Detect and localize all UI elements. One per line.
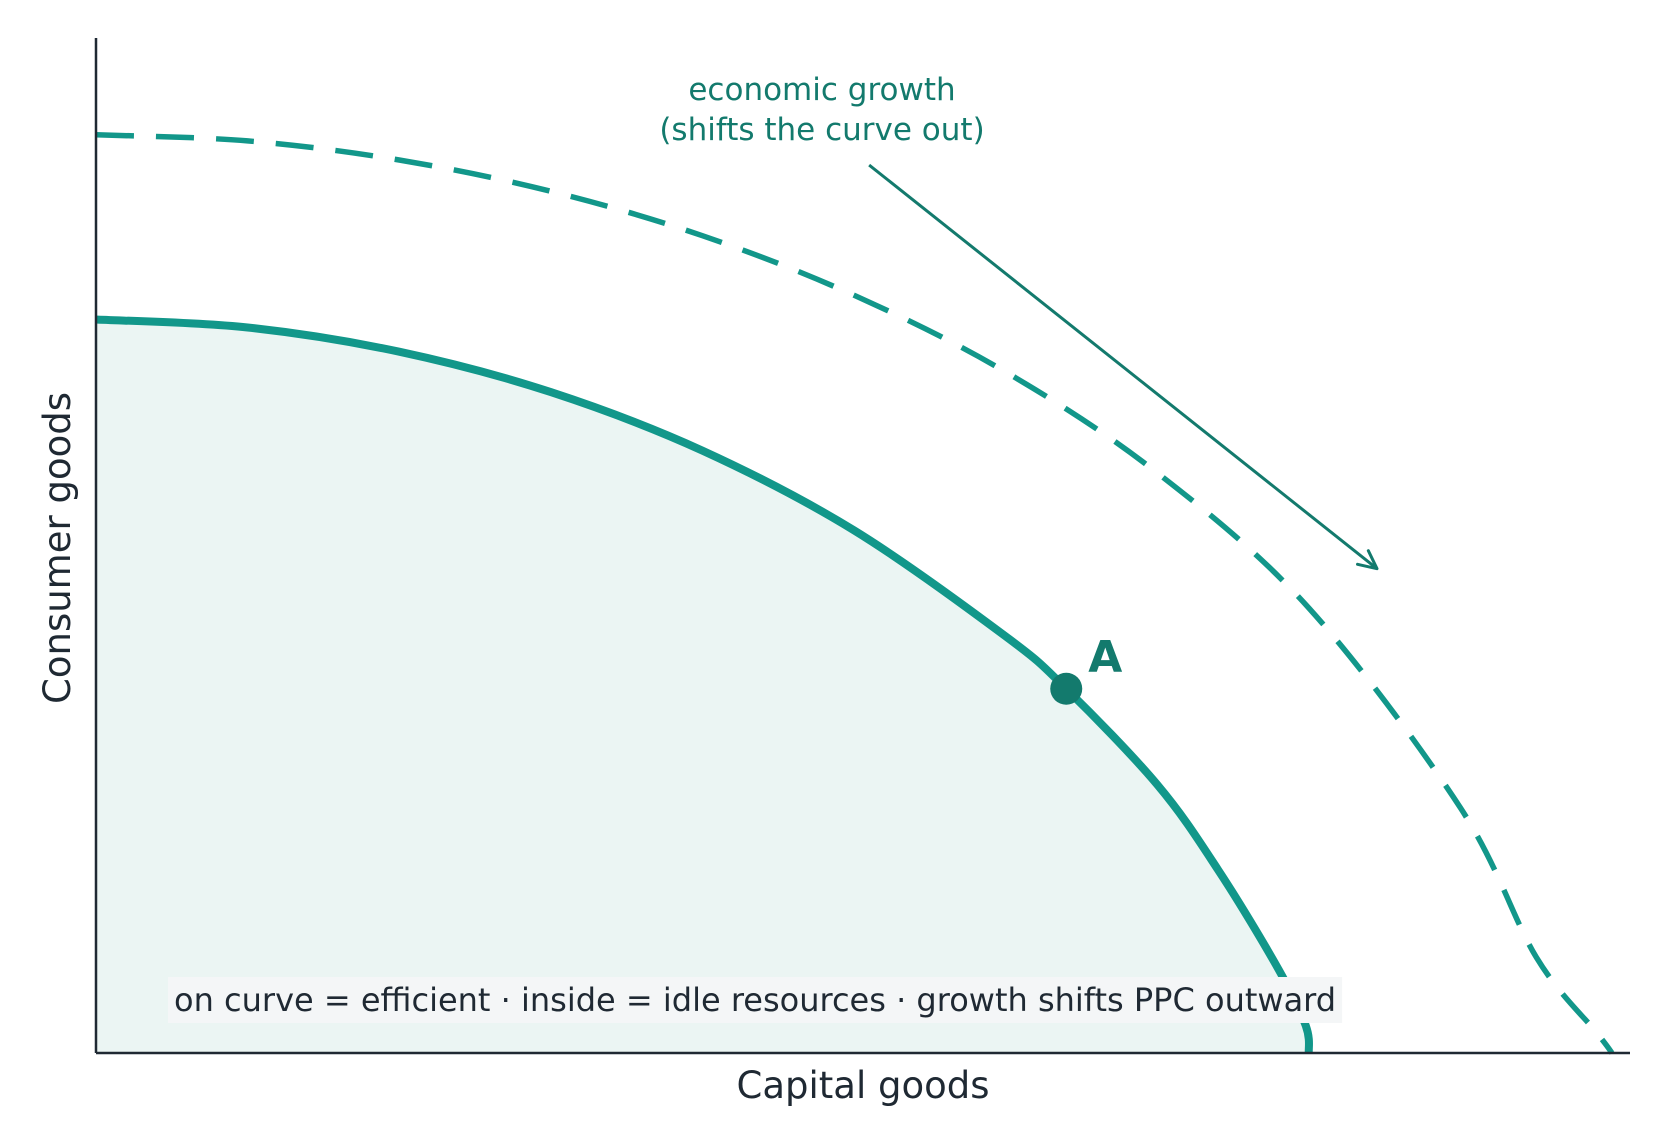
plot-area: economic growth (shifts the curve out) Aon…: [95, 72, 1615, 1055]
y-axis-label: Consumer goods: [36, 392, 79, 704]
growth-annotation-line-1: (shifts the curve out): [659, 112, 984, 148]
point-a-marker: [1050, 672, 1083, 705]
feasible-region-fill-0: [96, 319, 1309, 1053]
caption-background: [168, 977, 1343, 1023]
growth-annotation-line-0: economic growth: [688, 72, 955, 108]
x-axis-label: Capital goods: [736, 1064, 989, 1107]
ppc-curve: [95, 315, 1313, 1054]
growth-arrow-head-icon: [1356, 549, 1379, 571]
growth-arrow-line: [868, 163, 1378, 570]
shifted-ppc-curve: [95, 132, 1615, 1055]
caption-text: on curve = efficient · inside = idle res…: [174, 981, 1336, 1019]
point-a-label: A: [1088, 632, 1122, 683]
